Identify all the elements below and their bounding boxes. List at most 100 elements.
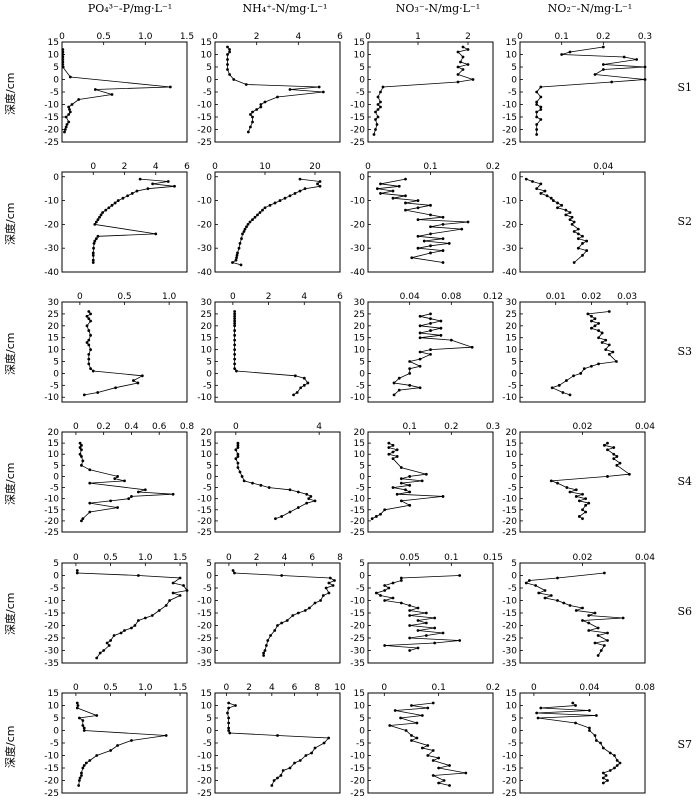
data-point — [133, 624, 137, 627]
data-point — [76, 704, 80, 707]
data-point — [581, 606, 584, 610]
data-point — [259, 483, 263, 487]
data-point — [233, 319, 237, 323]
data-point — [80, 771, 83, 775]
data-point — [75, 571, 79, 575]
data-point — [572, 220, 576, 224]
panel-frame — [367, 431, 494, 533]
series-line — [84, 311, 144, 396]
data-point — [251, 481, 254, 485]
data-point — [562, 601, 566, 605]
data-point — [613, 754, 616, 757]
data-point — [321, 90, 325, 94]
data-point — [459, 60, 462, 64]
data-point — [95, 714, 99, 717]
data-point — [262, 654, 266, 657]
y-tick-label: 30 — [354, 298, 366, 308]
x-tick-label: 0 — [381, 683, 387, 693]
x-tick-label: 2 — [254, 32, 260, 42]
y-tick-label: 0 — [511, 727, 517, 737]
data-point — [293, 761, 296, 765]
x-tick-label: 0.04 — [579, 683, 599, 693]
y-tick-label: -15 — [350, 506, 365, 516]
data-point — [303, 609, 307, 612]
x-tick-label: 8 — [337, 553, 343, 563]
x-tick-label: 0 — [73, 553, 79, 563]
y-tick-label: -15 — [197, 764, 212, 774]
data-point — [572, 230, 576, 233]
data-point — [93, 239, 97, 243]
series-line — [373, 46, 474, 135]
data-point — [233, 357, 237, 361]
data-point — [606, 448, 609, 452]
data-point — [470, 345, 474, 349]
y-tick-label: 15 — [201, 334, 212, 344]
panel-frame — [519, 562, 646, 664]
data-point — [227, 721, 231, 725]
y-tick-label: 15 — [48, 38, 59, 48]
data-point — [539, 108, 543, 111]
data-point — [151, 182, 155, 186]
x-tick-label: 0 — [212, 162, 218, 172]
row-label-s4: S4 — [677, 475, 692, 488]
x-tick-label: 0.3 — [638, 32, 652, 42]
data-point — [429, 352, 432, 356]
data-point — [601, 746, 605, 750]
data-point — [568, 604, 572, 607]
data-point — [604, 338, 608, 342]
data-point — [635, 58, 639, 61]
y-tick-label: -15 — [197, 506, 212, 516]
data-point — [564, 208, 568, 212]
data-point — [429, 312, 432, 316]
data-point — [408, 372, 412, 375]
data-point — [376, 115, 380, 119]
y-tick-label: -20 — [350, 220, 365, 230]
data-point — [226, 53, 229, 56]
y-tick-label: 10 — [506, 450, 518, 460]
panel-frame — [367, 171, 494, 273]
x-tick-label: 6 — [337, 32, 343, 42]
data-point — [78, 446, 82, 449]
y-tick-label: -25 — [44, 634, 59, 644]
data-point — [618, 761, 622, 765]
data-point — [568, 50, 572, 54]
data-point — [88, 759, 92, 762]
data-point — [185, 589, 189, 592]
data-point — [615, 463, 619, 467]
y-tick-label: -10 — [44, 597, 59, 607]
data-point — [236, 461, 240, 465]
x-tick-label: 1.5 — [173, 553, 187, 563]
data-point — [87, 338, 91, 342]
data-point — [305, 492, 309, 496]
data-point — [236, 443, 240, 447]
data-point — [576, 246, 580, 250]
y-tick-label: 5 — [206, 63, 212, 73]
data-point — [264, 644, 268, 647]
data-point — [388, 724, 392, 727]
data-point — [242, 479, 246, 483]
x-tick-label: 2 — [465, 32, 471, 42]
data-point — [441, 215, 445, 219]
data-point — [136, 574, 140, 577]
data-point — [233, 343, 237, 347]
panel-frame — [214, 171, 341, 273]
y-tick-label: 15 — [506, 439, 517, 449]
data-point — [416, 246, 420, 250]
data-point — [283, 196, 287, 200]
data-point — [278, 199, 282, 202]
data-point — [88, 501, 92, 505]
data-point — [606, 639, 609, 642]
data-point — [150, 614, 154, 617]
y-tick-label: 15 — [48, 439, 59, 449]
data-point — [429, 203, 432, 207]
data-point — [61, 48, 65, 51]
data-point — [439, 326, 443, 330]
data-point — [251, 115, 254, 119]
data-point — [588, 729, 591, 732]
y-tick-label: 0 — [511, 472, 517, 482]
data-point — [571, 701, 575, 705]
data-point — [551, 199, 555, 202]
data-point — [424, 634, 428, 637]
